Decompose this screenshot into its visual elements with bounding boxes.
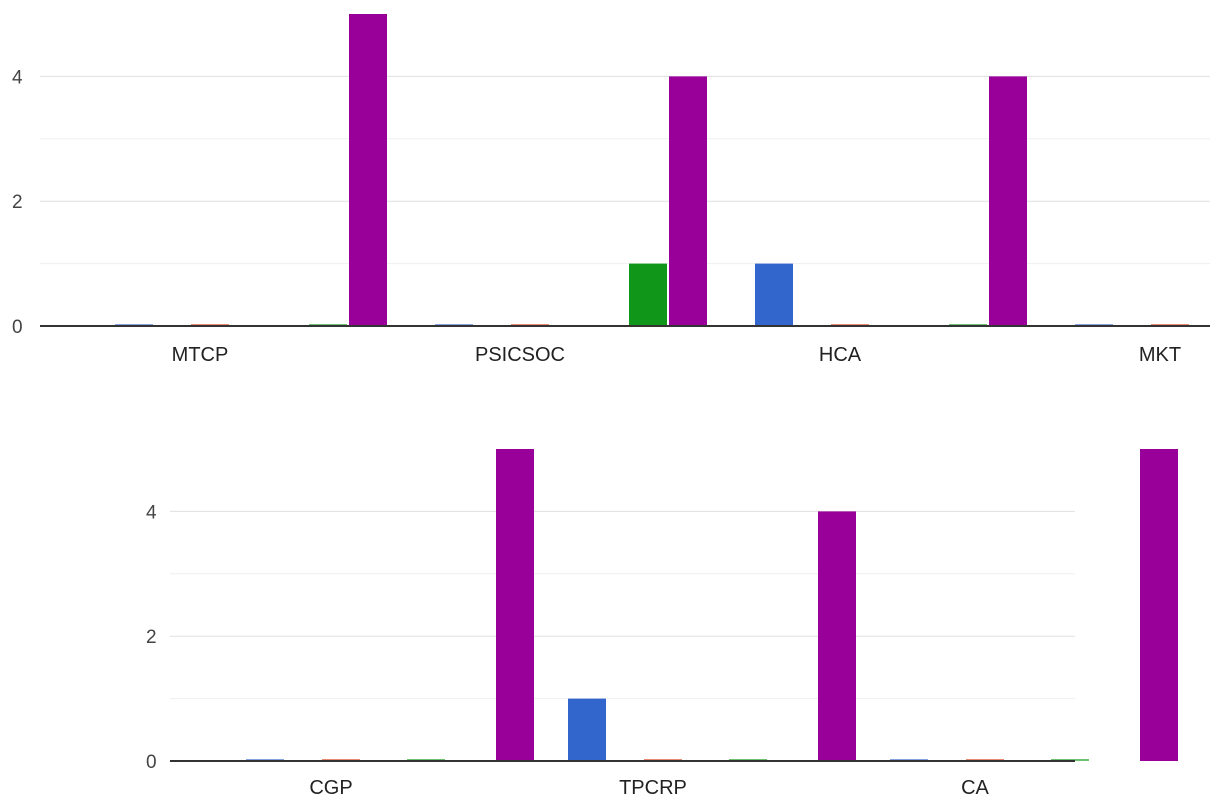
chart2-category-label: CGP [309,777,352,798]
chart2-bar-cgp-s4[interactable] [496,449,534,761]
chart2-y-tick-label: 4 [146,502,157,523]
chart1-y-tick-label: 2 [12,192,23,213]
chart1-bar-hca-s1[interactable] [755,263,793,326]
chart1-bar-hca-s4[interactable] [989,76,1027,327]
chart1-y-tick-label: 0 [12,317,23,338]
chart2-y-tick-label: 0 [146,752,157,773]
chart-top: 0 2 4 MTCP PSICSOC HCA MKT [12,14,1210,366]
chart2-category-label: TPCRP [619,777,687,798]
chart1-category-label: HCA [819,344,862,366]
chart1-bar-psicsoc-s3[interactable] [629,263,667,326]
chart2-y-tick-label: 2 [146,627,157,648]
chart1-category-label: MKT [1139,344,1181,366]
chart1-category-label: MTCP [172,344,229,366]
chart1-bar-mtcp-s4[interactable] [349,14,387,326]
chart2-category-label: CA [961,777,989,798]
chart1-category-label: PSICSOC [475,344,565,366]
chart2-bar-ca-s4[interactable] [1140,449,1178,761]
chart2-bar-tpcrp-s4[interactable] [818,511,856,761]
chart2-bar-tpcrp-s1[interactable] [568,698,606,761]
chart1-bar-psicsoc-s4[interactable] [669,76,707,327]
chart1-y-tick-label: 4 [12,67,23,88]
